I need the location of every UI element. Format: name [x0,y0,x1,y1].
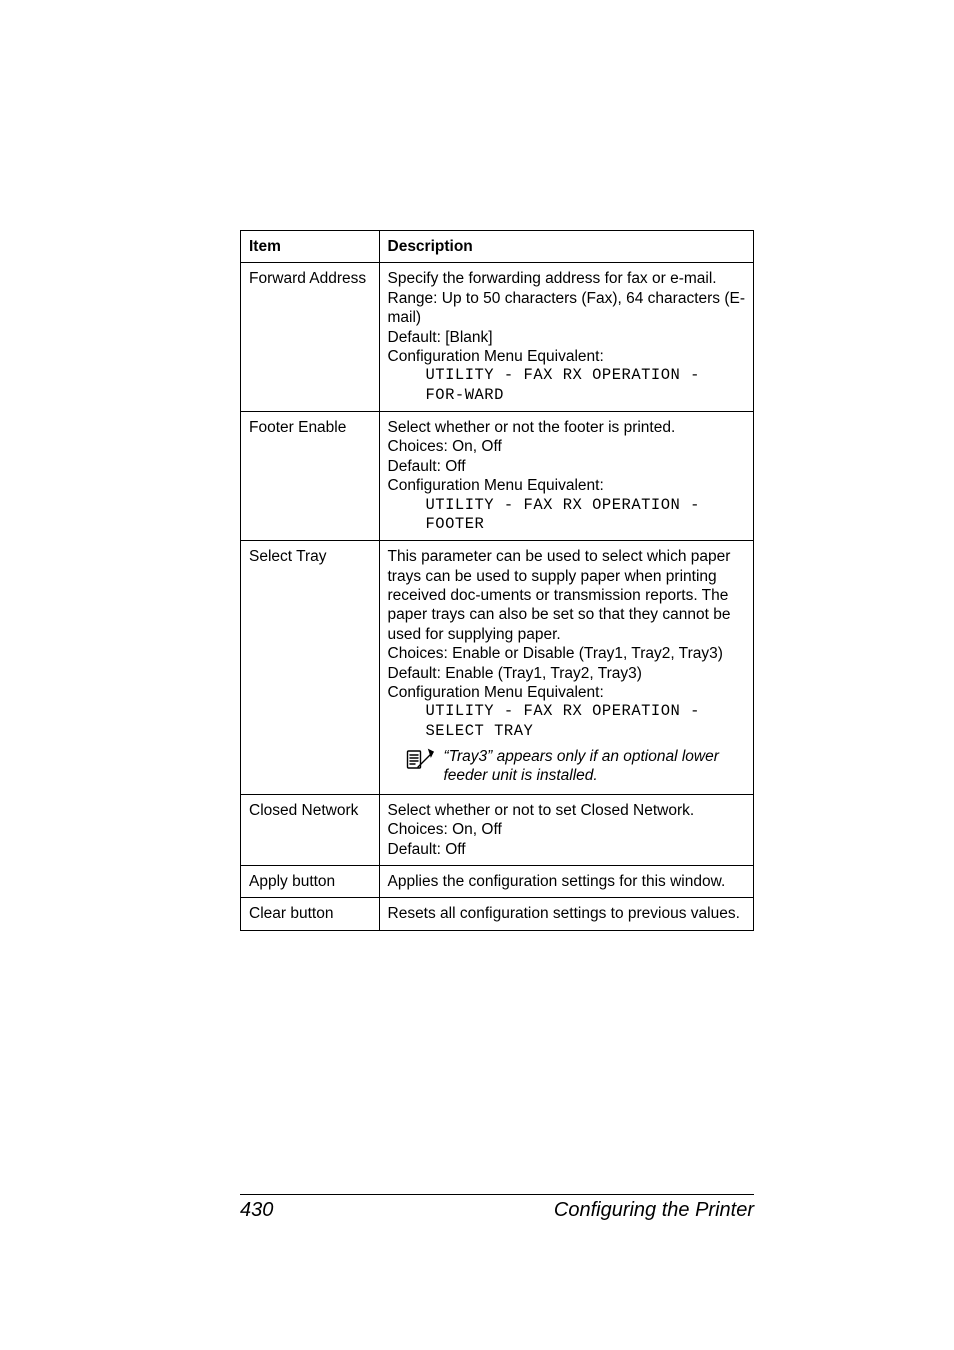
desc-line: Range: Up to 50 characters (Fax), 64 cha… [388,290,746,326]
config-path: UTILITY - FAX RX OPERATION - SELECT TRAY [388,702,746,741]
footer-rule [240,1194,754,1195]
item-label-closed-network: Closed Network [241,794,380,865]
item-desc-clear: Resets all configuration settings to pre… [379,898,754,930]
note-text: “Tray3” appears only if an optional lowe… [444,747,746,786]
note-icon [406,748,434,770]
desc-line: Applies the configuration settings for t… [388,873,726,890]
item-label-select-tray: Select Tray [241,541,380,795]
desc-line: Default: [Blank] [388,329,493,346]
desc-line: Default: Off [388,841,466,858]
desc-line: Select whether or not to set Closed Netw… [388,802,695,819]
desc-line: Configuration Menu Equivalent: [388,348,604,365]
page-title: Configuring the Printer [554,1199,754,1222]
item-label-apply: Apply button [241,865,380,897]
item-label-footer-enable: Footer Enable [241,412,380,541]
page: Item Description Forward Address Specify… [0,0,954,1350]
desc-line: Specify the forwarding address for fax o… [388,270,717,287]
desc-line: Resets all configuration settings to pre… [388,905,740,922]
note: “Tray3” appears only if an optional lowe… [388,741,746,788]
desc-line: This parameter can be used to select whi… [388,548,731,643]
desc-line: Default: Off [388,458,466,475]
desc-line: Choices: On, Off [388,438,502,455]
header-item: Item [241,231,380,263]
item-desc-forward-address: Specify the forwarding address for fax o… [379,263,754,412]
page-number: 430 [240,1199,273,1222]
table-row: Clear button Resets all configuration se… [241,898,754,930]
desc-line: Default: Enable (Tray1, Tray2, Tray3) [388,665,642,682]
desc-line: Choices: On, Off [388,821,502,838]
table-row: Footer Enable Select whether or not the … [241,412,754,541]
settings-table: Item Description Forward Address Specify… [240,230,754,931]
header-description: Description [379,231,754,263]
config-path: UTILITY - FAX RX OPERATION - FOR-WARD [388,366,746,405]
item-label-forward-address: Forward Address [241,263,380,412]
item-desc-select-tray: This parameter can be used to select whi… [379,541,754,795]
table-row: Closed Network Select whether or not to … [241,794,754,865]
config-path: UTILITY - FAX RX OPERATION - FOOTER [388,496,746,535]
table-header-row: Item Description [241,231,754,263]
item-desc-apply: Applies the configuration settings for t… [379,865,754,897]
table-row: Select Tray This parameter can be used t… [241,541,754,795]
page-footer: 430 Configuring the Printer [240,1194,754,1222]
table-row: Forward Address Specify the forwarding a… [241,263,754,412]
desc-line: Choices: Enable or Disable (Tray1, Tray2… [388,645,723,662]
item-desc-footer-enable: Select whether or not the footer is prin… [379,412,754,541]
desc-line: Select whether or not the footer is prin… [388,419,676,436]
desc-line: Configuration Menu Equivalent: [388,477,604,494]
table-row: Apply button Applies the configuration s… [241,865,754,897]
item-desc-closed-network: Select whether or not to set Closed Netw… [379,794,754,865]
desc-line: Configuration Menu Equivalent: [388,684,604,701]
item-label-clear: Clear button [241,898,380,930]
